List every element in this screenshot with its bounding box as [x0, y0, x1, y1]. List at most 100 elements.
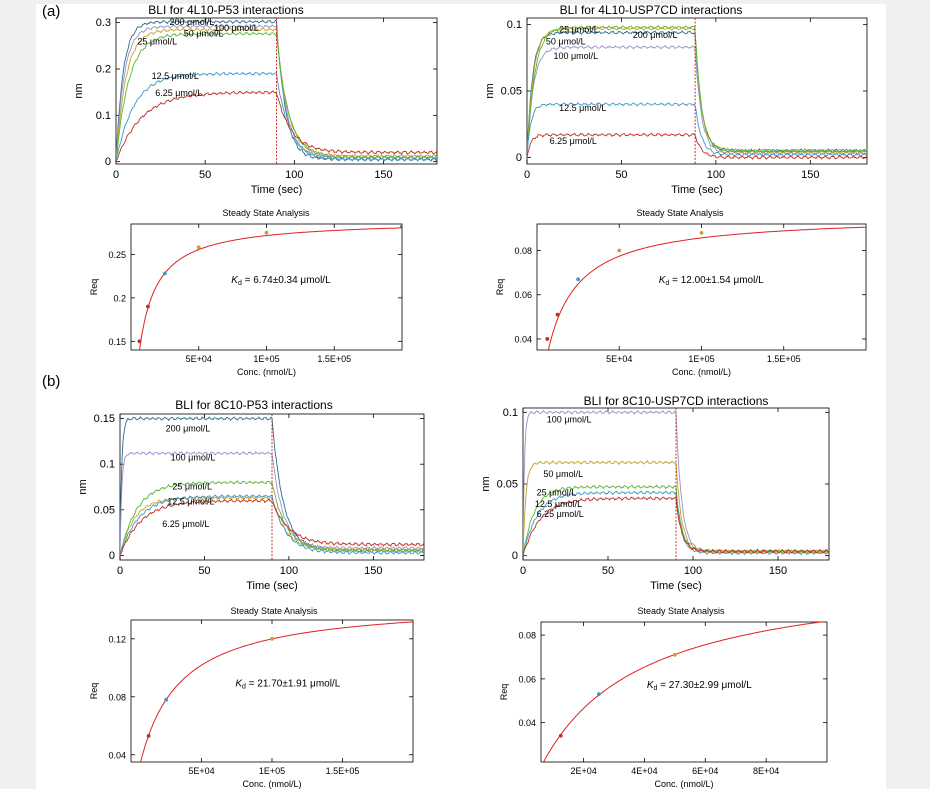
x-tick-label: 0 — [520, 565, 526, 577]
panel-label-b: (b) — [42, 373, 60, 390]
chart-4: BLI for 8C10-P53 interactions 0 0.05 0.1 0.1… — [77, 398, 425, 592]
y-tick-label: 0.3 — [96, 17, 111, 29]
concentration-label: 200 μmol/L — [166, 423, 211, 433]
x-tick-label: 50 — [198, 565, 210, 577]
data-point — [400, 224, 402, 229]
concentration-label: 200 μmol/L — [633, 30, 678, 40]
x-tick-label: 1E+05 — [688, 354, 714, 364]
y-axis-label: Req — [499, 684, 509, 701]
series-line-12-5umol — [527, 102, 867, 158]
x-tick-label: 1E+05 — [259, 766, 285, 776]
kd-symbol: K — [235, 679, 243, 690]
series-line-25umol — [527, 25, 867, 158]
plot-frame — [540, 621, 828, 763]
concentration-label: 100 μmol/L — [214, 23, 259, 33]
x-tick-label: 2E+04 — [570, 766, 596, 776]
series-line-25umol — [120, 480, 424, 556]
chart-3: Steady State Analysis 0.04 0.06 0.08 5E+04 1E… — [495, 208, 867, 377]
x-tick-label: 150 — [364, 565, 382, 577]
concentration-label: 12.5 μmol/L — [167, 496, 214, 506]
series-line-100umol — [527, 44, 867, 157]
x-tick-label: 100 — [280, 565, 298, 577]
x-tick-label: 1.5E+05 — [326, 766, 360, 776]
y-tick-label: 0.1 — [96, 110, 111, 122]
plot-area — [137, 224, 402, 350]
y-tick-label: 0.2 — [96, 63, 111, 75]
x-tick-label: 150 — [801, 169, 819, 181]
y-tick-label: 0.06 — [514, 290, 532, 300]
kd-value: = 12.00±1.54 μmol/L — [669, 275, 764, 286]
y-axis-label: Req — [89, 683, 99, 700]
x-tick-label: 5E+04 — [186, 354, 212, 364]
x-tick-label: 8E+04 — [753, 766, 779, 776]
x-tick-label: 0 — [113, 169, 119, 181]
kd-annotation: Kd = 6.74±0.34 μmol/L — [231, 275, 331, 287]
y-tick-label: 0.2 — [113, 293, 126, 303]
x-axis-label: Conc. (nmol/L) — [672, 367, 731, 377]
chart-5: BLI for 8C10-USP7CD interactions 0 0.05 0.1… — [480, 394, 830, 592]
x-tick-label: 5E+04 — [188, 766, 214, 776]
kd-symbol: K — [659, 275, 667, 286]
concentration-label: 25 μmol/L — [172, 482, 212, 492]
y-tick-label: 0 — [512, 550, 518, 562]
chart-title: BLI for 4L10-USP7CD interactions — [560, 3, 743, 17]
concentration-label: 6.25 μmol/L — [537, 509, 584, 519]
y-axis-label: Req — [89, 279, 99, 296]
y-tick-label: 0.08 — [108, 692, 126, 702]
series-line-100umol — [116, 23, 437, 162]
data-point — [576, 277, 581, 282]
x-tick-label: 100 — [285, 169, 303, 181]
x-tick-label: 1.5E+05 — [767, 354, 801, 364]
concentration-label: 6.25 μmol/L — [155, 88, 202, 98]
y-tick-label: 0 — [516, 152, 522, 164]
concentration-label: 6.25 μmol/L — [162, 519, 209, 529]
concentration-label: 200 μmol/L — [170, 17, 215, 27]
plot-area — [116, 19, 437, 163]
y-axis-label: Req — [495, 279, 505, 296]
series-line-50umol — [523, 460, 829, 556]
plot-frame — [115, 17, 438, 165]
plot-area — [542, 622, 825, 762]
data-point — [146, 304, 150, 309]
x-tick-label: 50 — [602, 565, 614, 577]
x-axis-label: Conc. (nmol/L) — [242, 779, 301, 789]
data-point — [264, 230, 269, 235]
x-tick-label: 5E+04 — [606, 354, 632, 364]
fit-curve — [140, 621, 413, 762]
x-tick-label: 50 — [615, 169, 627, 181]
y-tick-label: 0.04 — [518, 718, 536, 728]
data-point — [196, 245, 201, 250]
kd-annotation: Kd = 12.00±1.54 μmol/L — [659, 275, 764, 287]
x-tick-label: 6E+04 — [692, 766, 718, 776]
concentration-label: 25 μmol/L — [537, 487, 577, 497]
kd-subscript: d — [242, 684, 246, 691]
chart-title: Steady State Analysis — [637, 606, 725, 616]
series-line-12-5umol — [116, 71, 437, 163]
y-tick-label: 0.1 — [503, 407, 518, 419]
chart-2: Steady State Analysis 0.15 0.2 0.25 5E+04 1E+… — [89, 208, 403, 377]
concentration-label: 100 μmol/L — [547, 414, 592, 424]
chart-1: BLI for 4L10-USP7CD interactions 0 0.05 0.1… — [484, 3, 868, 196]
fit-curve — [542, 622, 825, 762]
concentration-label: 50 μmol/L — [543, 469, 583, 479]
y-tick-label: 0.08 — [518, 631, 536, 641]
y-tick-label: 0.04 — [514, 334, 532, 344]
data-point — [555, 312, 560, 317]
plot-frame — [130, 619, 414, 763]
data-point — [137, 339, 142, 344]
kd-symbol: K — [647, 680, 655, 691]
chart-6: Steady State Analysis 0.04 0.08 0.12 5E+04 1E… — [89, 606, 414, 789]
panel-label-a: (a) — [42, 3, 60, 20]
y-tick-label: 0.05 — [501, 86, 522, 98]
y-tick-label: 0.15 — [108, 337, 126, 347]
kd-subscript: d — [653, 685, 657, 692]
concentration-label: 12.5 μmol/L — [535, 499, 582, 509]
chart-title: BLI for 8C10-P53 interactions — [175, 398, 332, 412]
kd-subscript: d — [238, 280, 242, 287]
concentration-label: 100 μmol/L — [553, 51, 598, 61]
y-tick-label: 0.04 — [108, 750, 126, 760]
x-axis-label: Conc. (nmol/L) — [654, 779, 713, 789]
data-point — [270, 636, 274, 641]
x-tick-label: 150 — [374, 169, 392, 181]
x-axis-label: Time (sec) — [246, 580, 298, 592]
